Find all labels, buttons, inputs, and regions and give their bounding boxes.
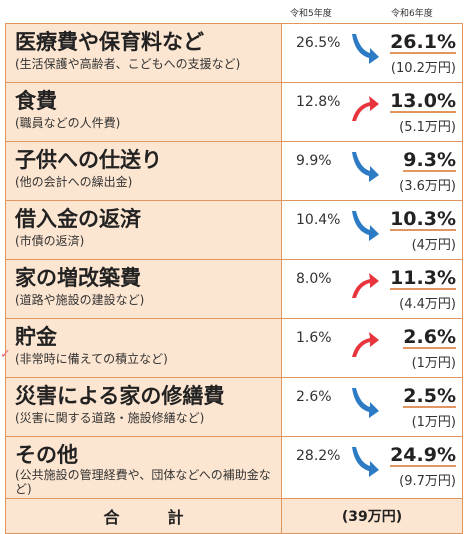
item-value-cell: 26.5% 26.1% (10.2万円)	[282, 24, 462, 82]
curr-percentage: 10.3%	[390, 208, 456, 231]
item-label: 貯金	[15, 325, 57, 349]
item-label-cell: 医療費や保育料など (生活保護や高齢者、こどもへの支援など)	[6, 24, 282, 82]
item-label-cell: その他 (公共施設の管理経費や、団体などへの補助金など)	[6, 437, 282, 498]
item-description: (生活保護や高齢者、こどもへの支援など)	[15, 57, 241, 71]
amount: (4.4万円)	[399, 297, 456, 312]
item-label: 借入金の返済	[15, 207, 141, 231]
prev-percentage: 12.8%	[296, 94, 341, 110]
item-label: 災害による家の修繕費	[15, 384, 225, 408]
item-label: 食費	[15, 89, 57, 113]
curr-year-header: 令和6年度	[391, 9, 433, 19]
up-arrow-icon	[352, 332, 379, 357]
table-row: 子供への仕送り (他の会計への繰出金) 9.9% 9.3% (3.6万円)	[6, 142, 462, 201]
total-row: 合計 (39万円)	[6, 499, 462, 533]
curr-percentage: 26.1%	[390, 31, 456, 54]
item-description: (道路や施設の建設など)	[15, 293, 145, 307]
prev-percentage: 9.9%	[296, 153, 332, 169]
item-description: (他の会計への繰出金)	[15, 175, 133, 189]
item-label-cell: 食費 (職員などの人件費)	[6, 83, 282, 141]
down-arrow-icon	[352, 152, 379, 182]
down-arrow-shape	[352, 388, 379, 418]
table-row: 家の増改築費 (道路や施設の建設など) 8.0% 11.3% (4.4万円)	[6, 260, 462, 319]
up-arrow-icon	[352, 96, 379, 121]
up-arrow-icon	[352, 273, 379, 298]
down-arrow-shape	[352, 34, 379, 64]
amount: (4万円)	[411, 238, 456, 253]
item-description: (災害に関する道路・施設修繕など)	[15, 411, 205, 425]
item-value-cell: 8.0% 11.3% (4.4万円)	[282, 260, 462, 318]
item-label: その他	[15, 443, 78, 467]
item-description: (公共施設の管理経費や、団体などへの補助金など)	[15, 468, 271, 496]
total-amount: (39万円)	[341, 509, 403, 525]
table-row: その他 (公共施設の管理経費や、団体などへの補助金など) 28.2% 24.9%…	[6, 437, 462, 499]
curr-percentage: 24.9%	[390, 444, 456, 467]
item-description: (非常時に備えての積立など)	[15, 352, 168, 366]
prev-percentage: 10.4%	[296, 212, 341, 228]
up-arrow-shape	[352, 96, 379, 121]
item-value-cell: 1.6% 2.6% (1万円)	[282, 319, 462, 377]
curr-percentage: 11.3%	[390, 267, 456, 290]
prev-percentage: 8.0%	[296, 271, 332, 287]
item-label-cell: 貯金 (非常時に備えての積立など)	[6, 319, 282, 377]
curr-percentage: 13.0%	[390, 90, 456, 113]
down-arrow-icon	[352, 388, 379, 418]
down-arrow-icon	[352, 211, 379, 241]
down-arrow-icon	[352, 447, 379, 477]
prev-percentage: 26.5%	[296, 35, 341, 51]
total-value-cell: (39万円)	[282, 499, 462, 533]
item-label-cell: 子供への仕送り (他の会計への繰出金)	[6, 142, 282, 200]
table-row: 災害による家の修繕費 (災害に関する道路・施設修繕など) 2.6% 2.5% (…	[6, 378, 462, 437]
amount: (1万円)	[411, 356, 456, 371]
curr-percentage: 9.3%	[403, 149, 456, 172]
check-mark-icon: ✓	[0, 347, 11, 362]
item-label-cell: 借入金の返済 (市債の返済)	[6, 201, 282, 259]
item-description: (市債の返済)	[15, 234, 85, 248]
prev-year-header: 令和5年度	[290, 9, 332, 19]
item-value-cell: 28.2% 24.9% (9.7万円)	[282, 437, 462, 498]
item-value-cell: 12.8% 13.0% (5.1万円)	[282, 83, 462, 141]
item-label-cell: 災害による家の修繕費 (災害に関する道路・施設修繕など)	[6, 378, 282, 436]
item-value-cell: 10.4% 10.3% (4万円)	[282, 201, 462, 259]
item-value-cell: 2.6% 2.5% (1万円)	[282, 378, 462, 436]
down-arrow-shape	[352, 447, 379, 477]
amount: (5.1万円)	[399, 120, 456, 135]
item-label: 子供への仕送り	[15, 148, 162, 172]
up-arrow-shape	[352, 332, 379, 357]
expense-table: 医療費や保育料など (生活保護や高齢者、こどもへの支援など) 26.5% 26.…	[5, 23, 463, 534]
prev-percentage: 1.6%	[296, 330, 332, 346]
item-value-cell: 9.9% 9.3% (3.6万円)	[282, 142, 462, 200]
curr-percentage: 2.6%	[403, 326, 456, 349]
up-arrow-shape	[352, 273, 379, 298]
item-label: 医療費や保育料など	[15, 30, 204, 54]
item-label: 家の増改築費	[15, 266, 141, 290]
total-label-cell: 合計	[6, 499, 282, 533]
curr-percentage: 2.5%	[403, 385, 456, 408]
item-description: (職員などの人件費)	[15, 116, 121, 130]
amount: (3.6万円)	[399, 179, 456, 194]
amount: (1万円)	[411, 415, 456, 430]
prev-percentage: 2.6%	[296, 389, 332, 405]
table-row: 医療費や保育料など (生活保護や高齢者、こどもへの支援など) 26.5% 26.…	[6, 24, 462, 83]
table-row: 食費 (職員などの人件費) 12.8% 13.0% (5.1万円)	[6, 83, 462, 142]
down-arrow-shape	[352, 152, 379, 182]
item-label-cell: 家の増改築費 (道路や施設の建設など)	[6, 260, 282, 318]
amount: (9.7万円)	[399, 474, 456, 489]
down-arrow-shape	[352, 211, 379, 241]
table-row: 貯金 (非常時に備えての積立など) 1.6% 2.6% (1万円)	[6, 319, 462, 378]
prev-percentage: 28.2%	[296, 448, 341, 464]
amount: (10.2万円)	[390, 61, 456, 76]
down-arrow-icon	[352, 34, 379, 64]
total-label: 合計	[103, 508, 232, 527]
table-row: 借入金の返済 (市債の返済) 10.4% 10.3% (4万円)	[6, 201, 462, 260]
